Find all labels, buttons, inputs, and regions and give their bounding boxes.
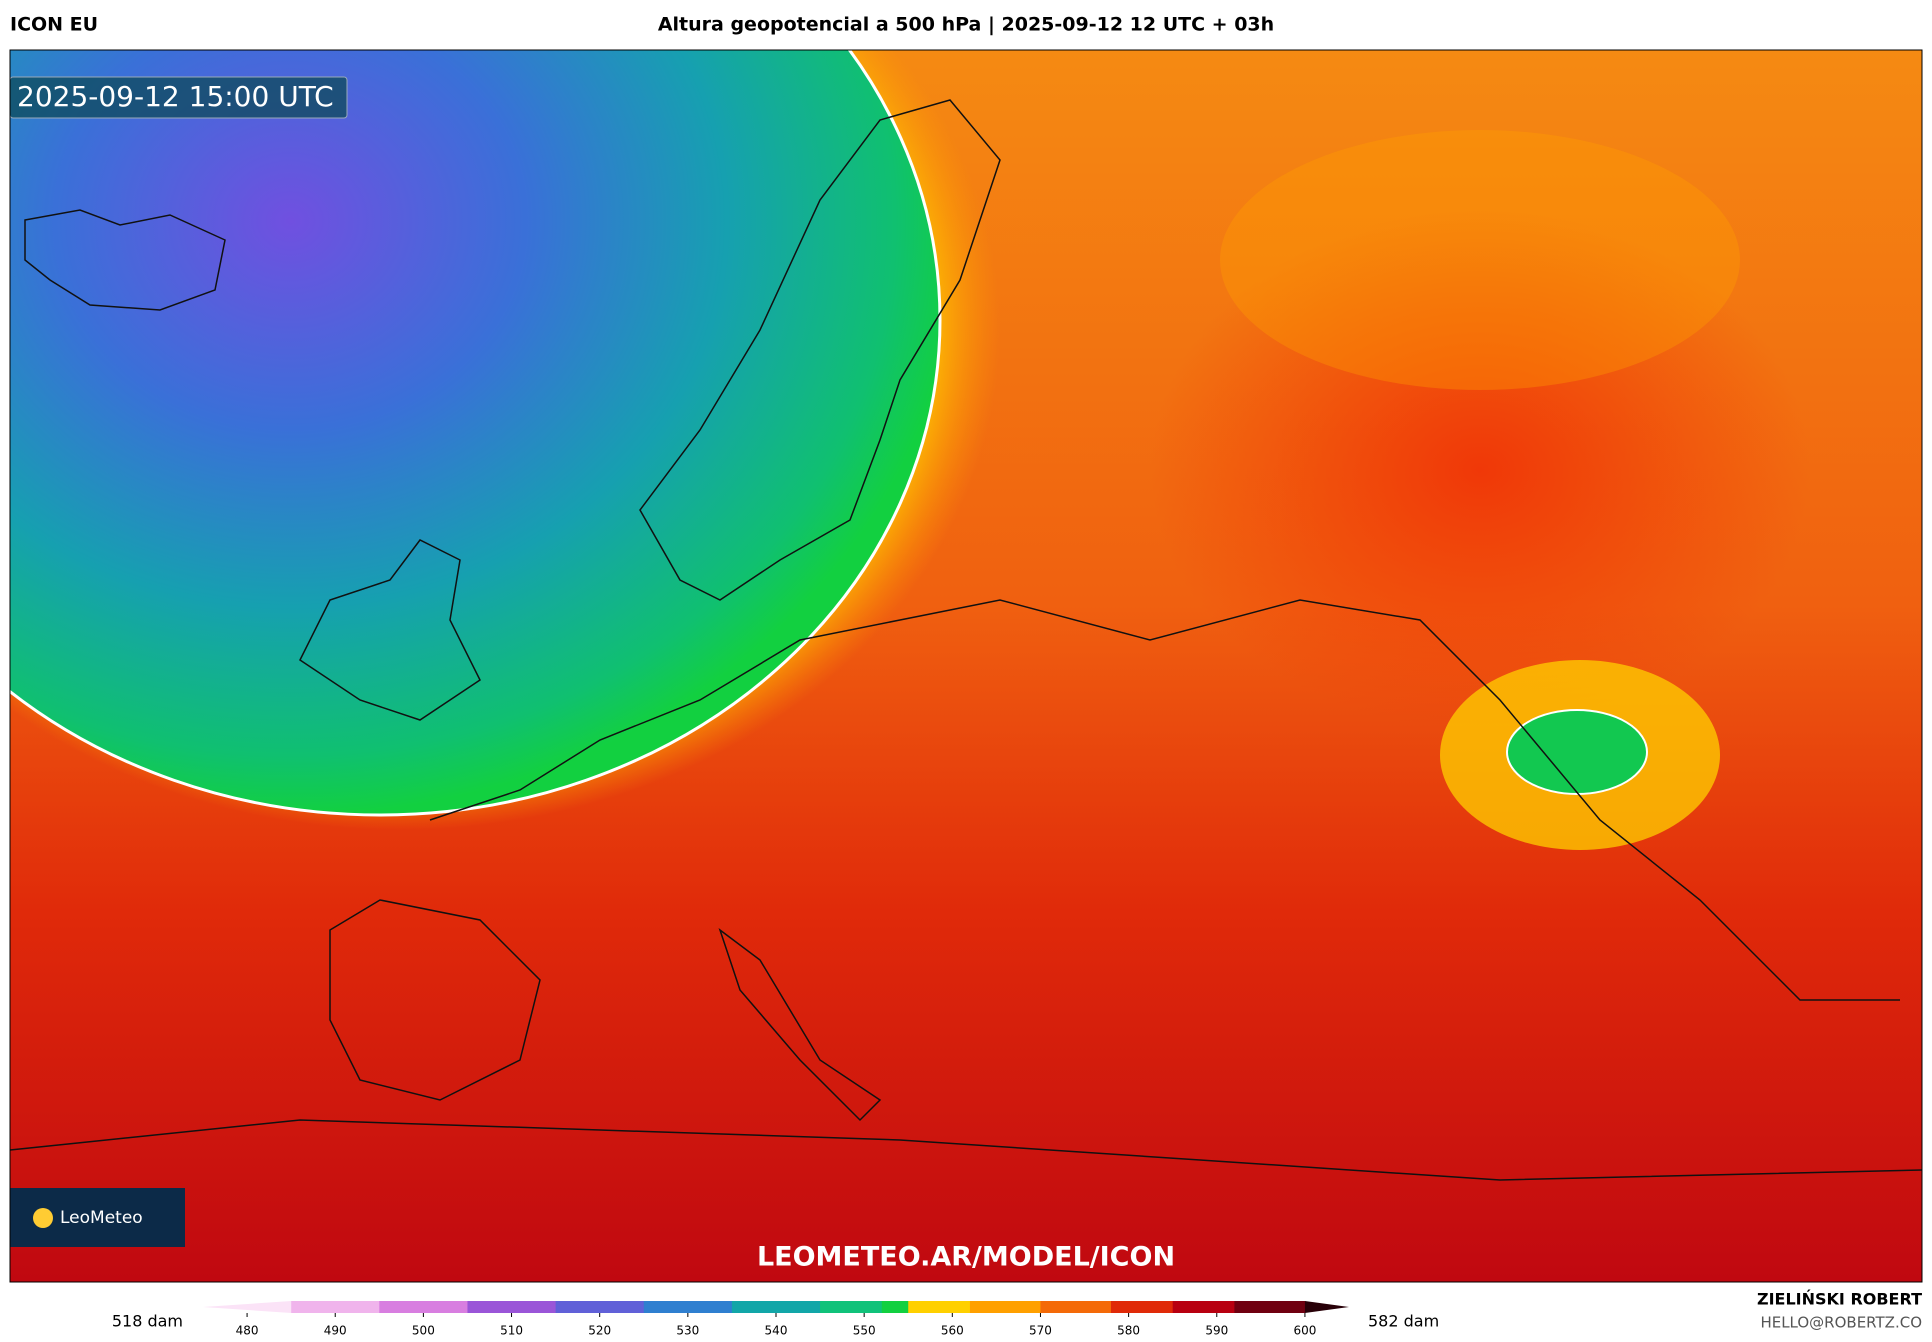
- colorbar-min-label: 518 dam: [112, 1312, 183, 1331]
- field: [1150, 210, 1810, 730]
- colorbar-tick-label: 570: [1029, 1324, 1052, 1338]
- logo-sun: [33, 1208, 53, 1228]
- colorbar-segment: [908, 1301, 971, 1313]
- map-title: Altura geopotencial a 500 hPa | 2025-09-…: [658, 14, 1274, 36]
- colorbar-tick-label: 590: [1205, 1324, 1228, 1338]
- timestamp: 2025-09-12 15:00 UTC: [17, 80, 334, 113]
- field: [10, 50, 942, 817]
- field: [1220, 130, 1740, 390]
- colorbar-segment: [1172, 1301, 1235, 1313]
- colorbar-tick-label: 580: [1117, 1324, 1140, 1338]
- author: ZIELIŃSKI ROBERT: [1757, 1290, 1922, 1309]
- colorbar-tick-label: 540: [765, 1324, 788, 1338]
- colorbar-tick-label: 520: [588, 1324, 611, 1338]
- colorbar-tick-label: 550: [853, 1324, 876, 1338]
- colorbar-segment: [467, 1301, 557, 1313]
- colorbar-segment: [820, 1301, 883, 1313]
- colorbar-tick-label: 490: [324, 1324, 347, 1338]
- colorbar-tick-label: 480: [236, 1324, 259, 1338]
- field: [1506, 709, 1648, 795]
- watermark: LEOMETEO.AR/MODEL/ICON: [757, 1242, 1175, 1273]
- colorbar-tick-label: 560: [941, 1324, 964, 1338]
- model-name: ICON EU: [10, 14, 98, 36]
- colorbar-segment: [881, 1301, 909, 1313]
- colorbar-segment: [643, 1301, 733, 1313]
- colorbar-tick-label: 600: [1293, 1324, 1316, 1338]
- colorbar-segment: [555, 1301, 645, 1313]
- coastlines: [10, 99, 1922, 1181]
- colorbar-tick-label: 510: [500, 1324, 523, 1338]
- colorbar-segment: [1040, 1301, 1112, 1313]
- colorbar: 480 490 500 510 520 530 540 550 560 570 580 590 600: [203, 1301, 1349, 1338]
- map-frame: [9, 49, 1923, 1283]
- colorbar-tick-label: 530: [676, 1324, 699, 1338]
- colorbar-segment: [1304, 1301, 1349, 1313]
- colorbar-segment: [731, 1301, 821, 1313]
- colorbar-segment: [379, 1301, 468, 1313]
- colorbar-segment: [969, 1301, 1041, 1313]
- colorbar-segment: [203, 1301, 292, 1313]
- colorbar-segment: [1110, 1301, 1174, 1313]
- colorbar-segment: [291, 1301, 380, 1313]
- map: 2025-09-12 15:00 UTC LeoMeteo LEOMETEO.A…: [10, 50, 1922, 1282]
- email: HELLO@ROBERTZ.CO: [1760, 1314, 1922, 1332]
- colorbar-segment: [1234, 1301, 1306, 1313]
- colorbar-tick-label: 500: [412, 1324, 435, 1338]
- timestamp-box: [10, 76, 348, 119]
- colorbar-max-label: 582 dam: [1368, 1312, 1439, 1331]
- logo-text: LeoMeteo: [60, 1208, 143, 1228]
